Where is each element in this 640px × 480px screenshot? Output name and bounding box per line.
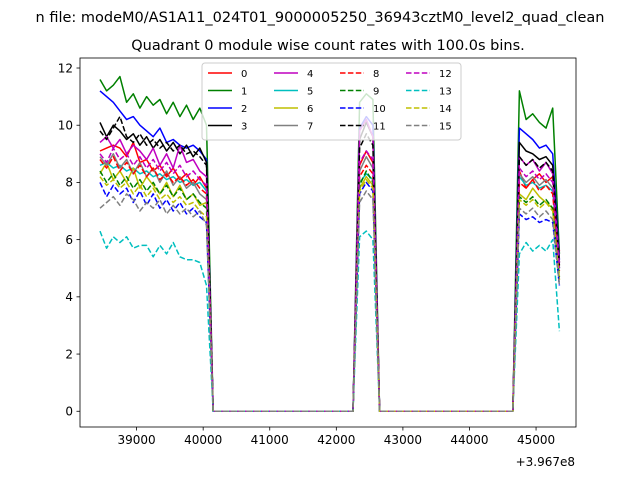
y-axis: 0 2 4 6 8 10 12	[58, 61, 80, 419]
legend-label-11: 11	[373, 121, 386, 132]
y-tick-label-4: 4	[65, 290, 73, 304]
y-tick-label-8: 8	[65, 176, 73, 190]
y-tick-label-0: 0	[65, 405, 73, 419]
legend-label-8: 8	[373, 69, 379, 80]
x-offset-label: +3.967e8	[516, 455, 575, 469]
legend-label-0: 0	[241, 69, 247, 80]
legend-label-10: 10	[373, 104, 386, 115]
chart-title: Quadrant 0 module wise count rates with …	[131, 38, 525, 54]
x-tick-label-41000: 41000	[251, 433, 289, 447]
legend-label-14: 14	[439, 104, 452, 115]
legend-label-2: 2	[241, 104, 247, 115]
legend-label-4: 4	[307, 69, 313, 80]
x-tick-label-40000: 40000	[184, 433, 222, 447]
legend-label-6: 6	[307, 104, 313, 115]
y-tick-label-2: 2	[65, 347, 73, 361]
figure-suptitle: n file: modeM0/AS1A11_024T01_9000005250_…	[36, 10, 605, 26]
axes: 39000 40000 41000 42000 43000 44000 45000 0 2 4 6 8…	[58, 57, 577, 447]
legend-label-5: 5	[307, 86, 313, 97]
x-axis: 39000 40000 41000 42000 43000 44000 45000	[117, 427, 555, 447]
legend-label-13: 13	[439, 86, 452, 97]
legend-label-1: 1	[241, 86, 247, 97]
legend-label-12: 12	[439, 69, 452, 80]
legend-label-15: 15	[439, 121, 452, 132]
x-tick-label-45000: 45000	[517, 433, 555, 447]
axes-frame	[79, 57, 577, 428]
y-tick-label-10: 10	[58, 119, 73, 133]
x-tick-label-42000: 42000	[317, 433, 355, 447]
x-tick-label-39000: 39000	[117, 433, 155, 447]
legend-box	[201, 62, 462, 141]
x-tick-label-44000: 44000	[450, 433, 488, 447]
series-line-12	[99, 147, 561, 413]
y-tick-label-12: 12	[58, 61, 73, 75]
series-line-15	[99, 190, 561, 413]
x-tick-label-43000: 43000	[384, 433, 422, 447]
legend-label-7: 7	[307, 121, 313, 132]
legend-label-3: 3	[241, 121, 247, 132]
legend-label-9: 9	[373, 86, 379, 97]
y-tick-label-6: 6	[65, 233, 73, 247]
series-lines	[99, 75, 561, 413]
